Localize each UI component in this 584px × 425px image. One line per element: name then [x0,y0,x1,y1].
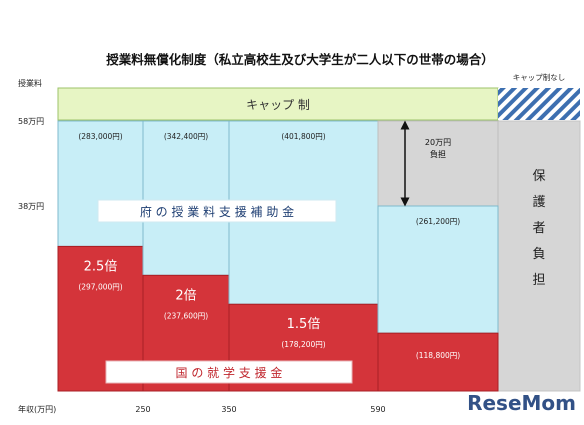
x-axis-label: 年収(万円) [18,404,56,414]
y-tick-label: 38万円 [18,202,44,211]
plot-area: キャップ 制キャップ制なし保護者負担(283,000円)2.5倍(297,000… [18,72,581,415]
prefecture-series-label: 府 の 授 業 料 支 援 補 助 金 [140,204,294,219]
chart-title: 授業料無償化制度（私立高校生及び大学生が二人以下の世帯の場合） [106,52,494,67]
national-value-label: (237,600円) [164,311,208,320]
national-multiplier-label: 2.5倍 [84,259,118,274]
no-cap-hatch [498,88,580,120]
x-tick-label: 350 [221,405,236,414]
watermark: ReseMom [467,391,576,415]
prefecture-series-box [97,199,337,223]
x-tick-label: 590 [370,405,385,414]
burden-arrow-label-line-2: 負担 [430,149,446,159]
national-value-label: (118,800円) [416,351,460,360]
prefecture-bar [142,120,230,276]
guardian-char: 担 [532,273,545,288]
national-series-label: 国 の 就 学 支 援 金 [176,365,283,380]
x-tick-label: 250 [135,405,150,414]
burden-arrow-label-line-1: 20万円 [425,138,451,147]
y-tick-label: 58万円 [18,117,44,126]
guardian-char: 者 [532,221,545,236]
prefecture-bar [57,120,144,247]
prefecture-value-label: (342,400円) [164,132,208,141]
y-axis-label: 授業料 [18,78,42,88]
prefecture-value-label: (283,000円) [78,132,122,141]
guardian-area [497,120,581,392]
prefecture-value-label: (261,200円) [416,217,460,226]
national-value-label: (297,000円) [78,282,122,291]
no-cap-label: キャップ制なし [513,72,566,82]
national-value-label: (178,200円) [281,340,325,349]
national-series-box [105,360,353,384]
guardian-char: 護 [532,194,545,210]
cap-bar [57,87,499,121]
burden-area [377,120,499,207]
guardian-char: 保 [532,169,545,184]
cap-label: キャップ 制 [246,98,310,112]
national-multiplier-label: 1.5倍 [287,317,321,332]
guardian-char: 負 [532,247,545,262]
prefecture-value-label: (401,800円) [281,132,325,141]
national-multiplier-label: 2倍 [175,288,196,303]
prefecture-bar [377,205,499,334]
national-bar [377,332,499,392]
